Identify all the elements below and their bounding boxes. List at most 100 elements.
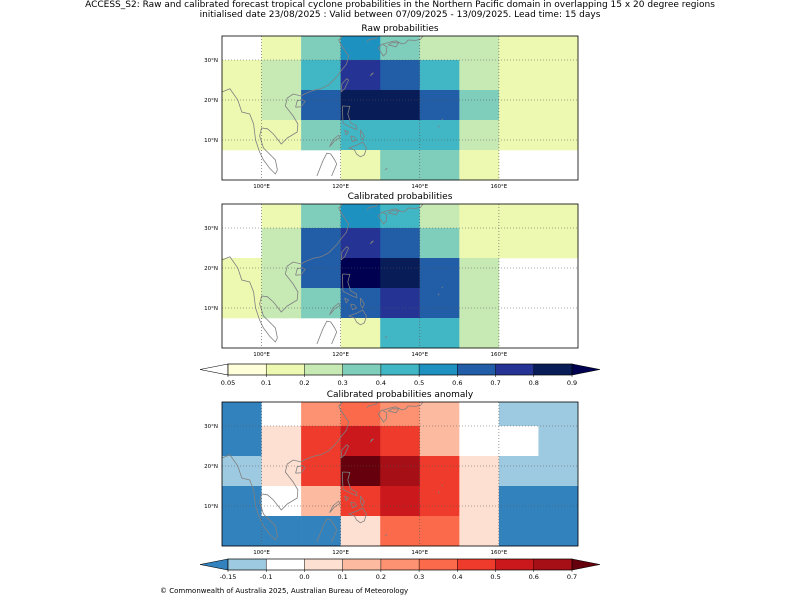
probability-cell <box>340 204 381 229</box>
colorbar-over-extension <box>571 363 601 376</box>
colorbar-segment <box>228 559 267 570</box>
probability-cell <box>419 60 460 91</box>
probability-cell <box>538 204 579 229</box>
probability-cell <box>459 60 500 91</box>
probability-cell <box>340 36 381 61</box>
probability-cell <box>261 228 302 259</box>
probability-cell <box>380 120 421 151</box>
colorbar-tick-label: 0.7 <box>567 573 577 581</box>
y-tick-label: 30°N <box>204 226 218 232</box>
copyright-credit: © Commonwealth of Australia 2025, Austra… <box>160 587 409 595</box>
colorbar-segment <box>419 364 458 375</box>
colorbar-segment <box>380 364 420 375</box>
probability-cell <box>261 60 302 91</box>
probability-cell <box>340 318 381 349</box>
probability-cell <box>222 90 262 121</box>
probability-cell <box>380 258 421 289</box>
probability-cell <box>261 90 302 121</box>
coastline <box>342 471 358 497</box>
coastline <box>377 43 388 57</box>
colorbar-tick-label: 0.7 <box>490 379 500 387</box>
probability-cell <box>301 228 341 259</box>
probability-cell <box>340 228 381 259</box>
colorbar-tick-label: -0.1 <box>260 573 273 581</box>
probability-cell <box>301 60 341 91</box>
probability-cell <box>538 426 579 457</box>
probability-cell <box>222 402 262 427</box>
y-tick-label: 30°N <box>204 424 218 430</box>
colorbar-1: 0.05 0.1 0.2 0.3 0.4 0.5 0.6 0.7 0.8 0.9 <box>199 363 601 387</box>
map-frame <box>221 35 579 181</box>
x-tick-label: 140°E <box>411 352 428 358</box>
y-tick-label: 10°N <box>204 138 218 144</box>
coastline <box>366 401 379 409</box>
coastline <box>344 495 350 502</box>
probability-cell <box>380 228 421 259</box>
x-tick-label: 120°E <box>332 550 349 556</box>
probability-cell <box>498 516 539 547</box>
probability-cell <box>340 456 381 487</box>
panel-title: Calibrated probabilities <box>348 192 453 202</box>
coastline <box>384 167 388 171</box>
coastline <box>221 35 350 175</box>
probability-cell <box>459 426 500 457</box>
probability-cell <box>538 90 579 121</box>
colorbar-tick-label: 0.6 <box>529 573 539 581</box>
colorbar-under-extension <box>199 558 229 571</box>
probability-cell <box>419 318 460 349</box>
colorbar-tick-label: 0.5 <box>490 573 500 581</box>
colorbar-segment <box>266 559 305 570</box>
colorbar-tick-label: 0.9 <box>567 379 577 387</box>
x-tick-label: 120°E <box>332 352 349 358</box>
probability-cell <box>340 402 381 427</box>
panel-title: Calibrated probabilities anomaly <box>327 390 474 400</box>
probability-cell <box>380 204 421 229</box>
probability-cell <box>380 516 421 547</box>
coastline <box>437 491 440 494</box>
probability-cell <box>261 402 302 427</box>
probability-cell <box>380 426 421 457</box>
probability-cell <box>261 456 302 487</box>
colorbar-tick-label: 0.3 <box>414 573 424 581</box>
coastline <box>359 129 365 141</box>
probability-cell <box>261 258 302 289</box>
colorbar-tick-label: 0.1 <box>261 379 271 387</box>
colorbar-tick-label: 0.4 <box>376 379 386 387</box>
y-tick-label: 10°N <box>204 504 218 510</box>
probability-cell <box>261 120 302 151</box>
coastline <box>316 518 338 543</box>
colorbar-segment <box>266 364 305 375</box>
colorbar-over-extension <box>571 558 601 571</box>
probability-cell <box>301 456 341 487</box>
coastline <box>359 297 365 309</box>
probability-cell <box>301 426 341 457</box>
probability-cell <box>419 486 460 517</box>
figure-title-line1: ACCESS_S2: Raw and calibrated forecast t… <box>85 0 715 10</box>
colorbar-tick-label: -0.15 <box>220 573 237 581</box>
colorbar-tick-label: 0.3 <box>337 379 347 387</box>
probability-cell <box>459 516 500 547</box>
x-tick-label: 120°E <box>332 184 349 190</box>
probability-cell <box>340 426 381 457</box>
coastline <box>366 35 379 43</box>
coastline <box>369 240 374 245</box>
colorbar-2: -0.15 -0.1 0.0 0.1 0.2 0.3 0.4 0.5 0.6 0.7 <box>199 558 601 581</box>
coastline <box>437 293 440 296</box>
coastline <box>387 210 400 216</box>
probability-cell <box>498 90 539 121</box>
colorbar-under-extension <box>199 363 229 376</box>
probability-cell <box>459 288 500 319</box>
coastline <box>348 141 367 158</box>
coastline <box>329 500 341 514</box>
colorbar-segment <box>228 364 267 375</box>
colorbar-segment <box>495 559 535 570</box>
probability-cell <box>222 288 262 319</box>
coastline <box>441 286 444 289</box>
probability-cell <box>459 486 500 517</box>
coastline <box>295 465 306 474</box>
probability-cell <box>498 228 539 259</box>
colorbar-segment <box>342 559 382 570</box>
coastline <box>383 401 424 411</box>
probability-cell <box>222 486 262 517</box>
